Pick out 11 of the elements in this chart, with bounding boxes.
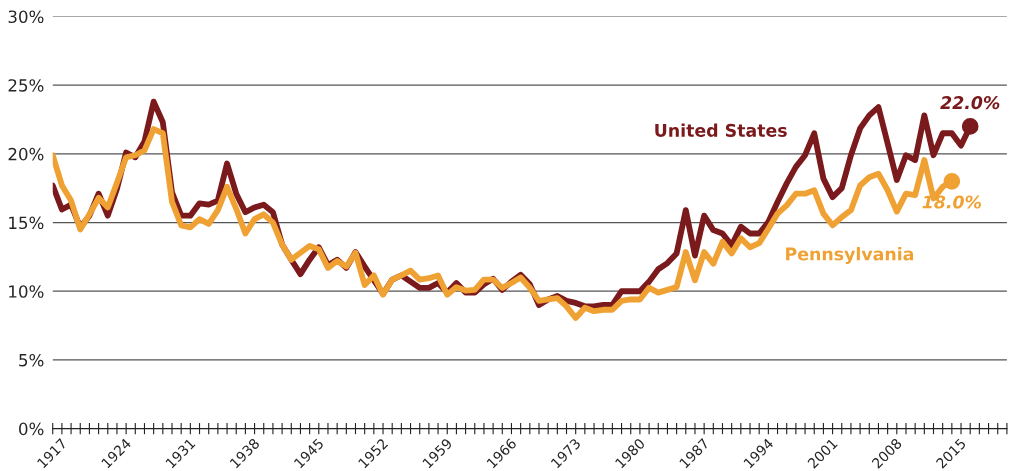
y-tick-label: 20% — [8, 147, 44, 161]
y-tick-label: 0% — [19, 422, 44, 436]
annotation: 18.0% — [922, 195, 982, 209]
y-tick-label: 30% — [8, 10, 44, 24]
y-tick-label: 10% — [9, 285, 44, 298]
y-tick-label: 25% — [8, 79, 44, 92]
series-label: Pennsylvania — [786, 247, 914, 264]
y-tick-label: 5% — [19, 353, 44, 367]
series-label: United States — [655, 123, 787, 137]
annotation: 22.0% — [940, 96, 1000, 110]
y-tick-label: 15% — [9, 216, 44, 230]
